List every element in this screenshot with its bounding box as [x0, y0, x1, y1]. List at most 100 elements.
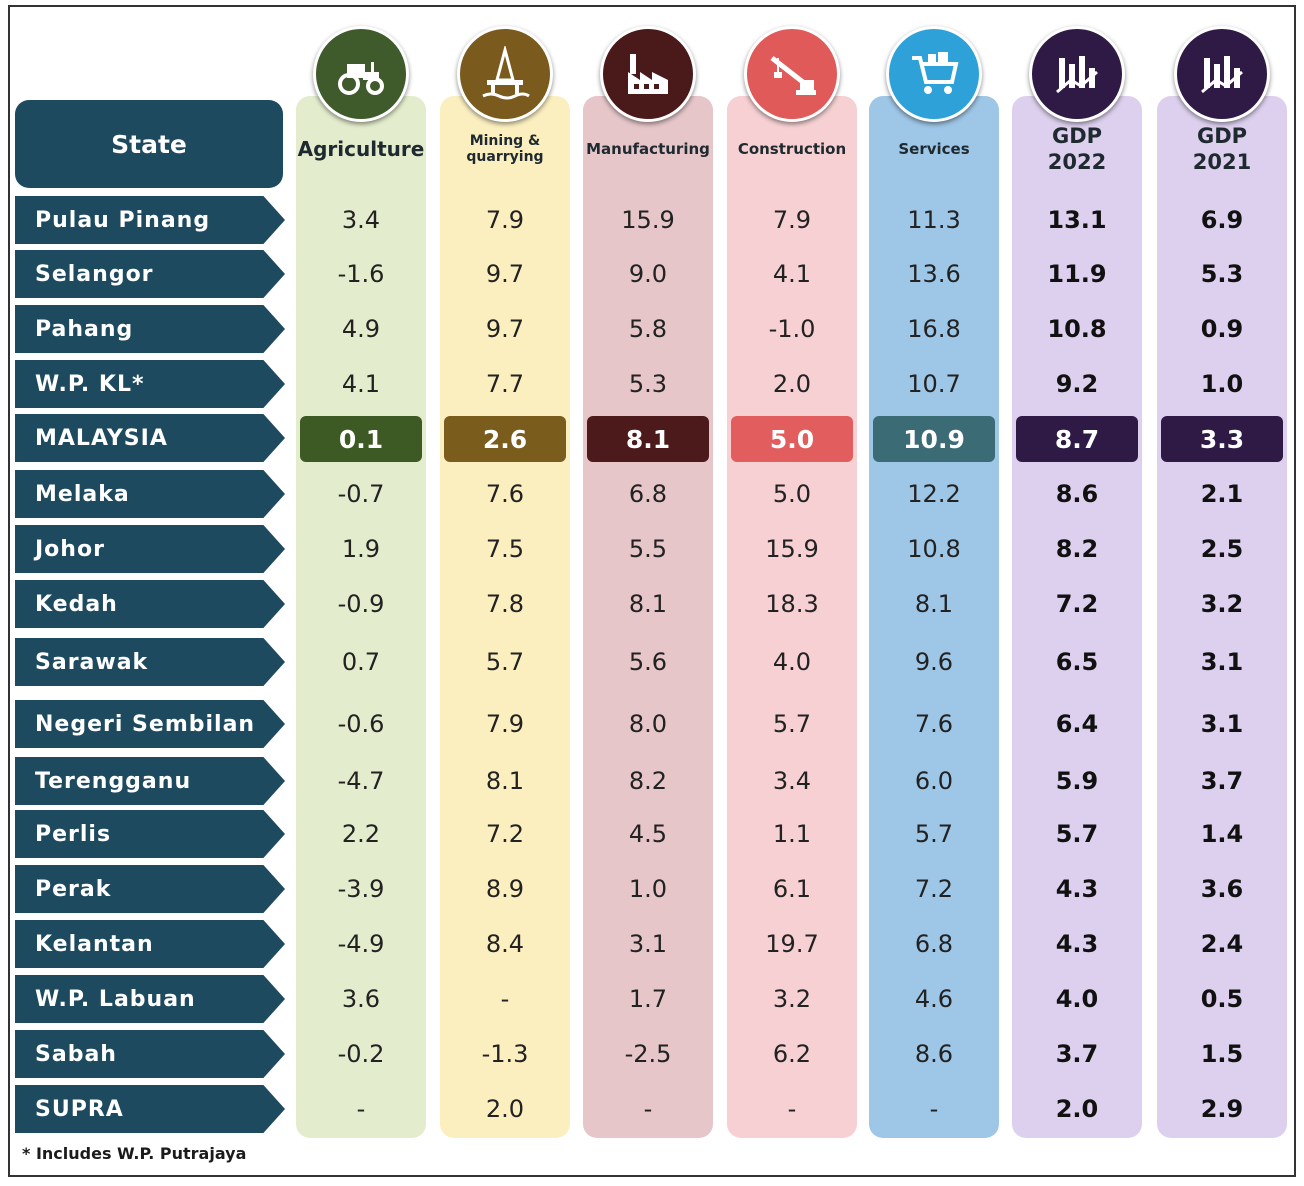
data-cell-cons: 18.3 — [765, 590, 819, 618]
data-cell-serv: 8.1 — [914, 590, 954, 618]
data-cell-gdp21: 3.1 — [1200, 710, 1244, 738]
highlight-cell-gdp22: 8.7 — [1016, 416, 1138, 462]
state-label: Terengganu — [15, 757, 285, 805]
column-header-manu: Manufacturing — [586, 140, 710, 158]
column-agri-background — [296, 96, 426, 1138]
data-cell-manu: 6.8 — [628, 480, 668, 508]
data-cell-gdp21: 3.2 — [1200, 590, 1244, 618]
data-cell-mining: - — [500, 985, 510, 1013]
data-cell-serv: - — [929, 1095, 939, 1123]
data-cell-gdp22: 7.2 — [1055, 590, 1099, 618]
data-cell-agri: -0.2 — [337, 1040, 385, 1068]
column-header-agri: Agriculture — [297, 137, 425, 161]
data-cell-serv: 6.8 — [914, 930, 954, 958]
data-cell-cons: - — [787, 1095, 797, 1123]
data-cell-gdp22: 8.6 — [1055, 480, 1099, 508]
table-frame — [8, 5, 1296, 1177]
data-cell-serv: 10.8 — [907, 535, 961, 563]
data-cell-mining: 9.7 — [485, 260, 525, 288]
data-cell-cons: 19.7 — [765, 930, 819, 958]
state-label: SUPRA — [15, 1085, 285, 1133]
bar-chart-icon — [1174, 26, 1270, 122]
data-cell-serv: 12.2 — [907, 480, 961, 508]
column-header-serv: Services — [898, 140, 970, 158]
shopping-cart-icon — [886, 26, 982, 122]
data-cell-agri: 1.9 — [341, 535, 381, 563]
data-cell-agri: -4.7 — [337, 767, 385, 795]
data-cell-manu: 8.0 — [628, 710, 668, 738]
data-cell-serv: 4.6 — [914, 985, 954, 1013]
tractor-icon — [313, 26, 409, 122]
state-label: Sabah — [15, 1030, 285, 1078]
data-cell-agri: -1.6 — [337, 260, 385, 288]
column-gdp21-background — [1157, 96, 1287, 1138]
data-cell-gdp22: 8.2 — [1055, 535, 1099, 563]
bar-chart-icon — [1029, 26, 1125, 122]
column-mining-background — [440, 96, 570, 1138]
data-cell-manu: - — [643, 1095, 653, 1123]
data-cell-agri: -0.7 — [337, 480, 385, 508]
data-cell-serv: 16.8 — [907, 315, 961, 343]
column-header-gdp21: GDP 2021 — [1192, 123, 1252, 174]
data-cell-cons: 5.7 — [772, 710, 812, 738]
data-cell-serv: 13.6 — [907, 260, 961, 288]
footnote: * Includes W.P. Putrajaya — [22, 1144, 247, 1163]
column-gdp22-background — [1012, 96, 1142, 1138]
data-cell-cons: 6.1 — [772, 875, 812, 903]
data-cell-gdp22: 10.8 — [1047, 315, 1107, 343]
data-cell-mining: 8.4 — [485, 930, 525, 958]
data-cell-agri: 0.7 — [341, 648, 381, 676]
data-cell-manu: -2.5 — [624, 1040, 672, 1068]
data-cell-mining: -1.3 — [481, 1040, 529, 1068]
data-cell-gdp22: 4.3 — [1055, 875, 1099, 903]
state-label: Selangor — [15, 250, 285, 298]
data-cell-gdp21: 5.3 — [1200, 260, 1244, 288]
data-cell-gdp21: 2.1 — [1200, 480, 1244, 508]
oil-rig-icon — [457, 26, 553, 122]
data-cell-serv: 7.6 — [914, 710, 954, 738]
data-cell-serv: 10.7 — [907, 370, 961, 398]
data-cell-cons: 6.2 — [772, 1040, 812, 1068]
highlight-cell-mining: 2.6 — [444, 416, 566, 462]
crane-icon — [744, 26, 840, 122]
data-cell-gdp21: 1.5 — [1200, 1040, 1244, 1068]
data-cell-gdp22: 6.4 — [1055, 710, 1099, 738]
column-manu-background — [583, 96, 713, 1138]
data-cell-serv: 5.7 — [914, 820, 954, 848]
data-cell-agri: -0.9 — [337, 590, 385, 618]
data-cell-manu: 4.5 — [628, 820, 668, 848]
data-cell-cons: 15.9 — [765, 535, 819, 563]
data-cell-mining: 8.9 — [485, 875, 525, 903]
data-cell-gdp22: 5.9 — [1055, 767, 1099, 795]
data-cell-agri: - — [356, 1095, 366, 1123]
column-header-cons: Construction — [737, 140, 847, 158]
data-cell-gdp21: 0.9 — [1200, 315, 1244, 343]
column-serv-background — [869, 96, 999, 1138]
data-cell-mining: 2.0 — [485, 1095, 525, 1123]
data-cell-agri: 4.9 — [341, 315, 381, 343]
data-cell-agri: 3.6 — [341, 985, 381, 1013]
data-cell-cons: 4.1 — [772, 260, 812, 288]
state-label: Melaka — [15, 470, 285, 518]
data-cell-gdp22: 11.9 — [1047, 260, 1107, 288]
factory-icon — [600, 26, 696, 122]
data-cell-mining: 7.9 — [485, 206, 525, 234]
data-cell-serv: 11.3 — [907, 206, 961, 234]
data-cell-manu: 3.1 — [628, 930, 668, 958]
data-cell-mining: 9.7 — [485, 315, 525, 343]
data-cell-manu: 15.9 — [621, 206, 675, 234]
data-cell-serv: 7.2 — [914, 875, 954, 903]
state-label: Perak — [15, 865, 285, 913]
data-cell-cons: 5.0 — [772, 480, 812, 508]
data-cell-gdp22: 2.0 — [1055, 1095, 1099, 1123]
highlight-cell-serv: 10.9 — [873, 416, 995, 462]
data-cell-gdp22: 9.2 — [1055, 370, 1099, 398]
data-cell-gdp21: 2.9 — [1200, 1095, 1244, 1123]
state-label: Negeri Sembilan — [15, 700, 285, 748]
highlight-cell-gdp21: 3.3 — [1161, 416, 1283, 462]
data-cell-cons: 3.4 — [772, 767, 812, 795]
data-cell-cons: 2.0 — [772, 370, 812, 398]
data-cell-gdp21: 6.9 — [1200, 206, 1244, 234]
data-cell-gdp21: 2.5 — [1200, 535, 1244, 563]
state-label: MALAYSIA — [15, 414, 285, 462]
